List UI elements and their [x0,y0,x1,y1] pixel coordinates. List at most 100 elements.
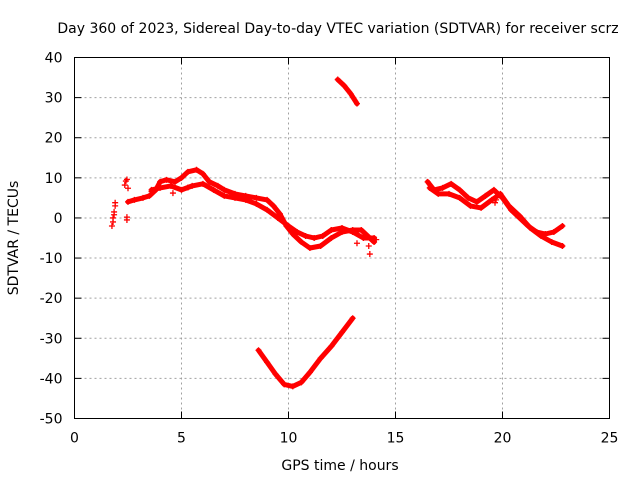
data-point [242,196,249,203]
series-track-a-early [125,166,378,252]
data-point [550,228,557,235]
data-point [193,166,200,173]
data-point [527,224,534,231]
data-point [276,210,283,217]
data-point [328,343,335,350]
data-point [294,228,301,235]
y-axis-label: SDTVAR / TECUs [6,181,22,296]
x-axis-label: GPS time / hours [281,458,398,474]
y-tick-label: 10 [45,171,63,187]
data-point [353,100,360,107]
data-point [482,192,489,199]
data-point [184,168,191,175]
series-band [149,181,377,241]
data-point [169,190,176,197]
data-point [163,176,170,183]
data-point [317,243,324,250]
data-layer [108,76,566,390]
data-point [358,226,365,233]
data-point [148,188,155,195]
series-track-c-high [334,76,360,107]
data-point [559,243,566,250]
data-point [206,178,213,185]
data-point [253,194,260,201]
y-tick-label: -40 [40,371,63,387]
data-point [199,180,206,187]
data-point [538,232,545,239]
data-point [328,226,335,233]
axes-ticks: 0 5 10 15 20 25 -50 -40 -30 -20 -10 0 10 20 30 40 [40,51,619,447]
data-point [157,184,164,191]
plot-frame [74,57,610,419]
data-point [311,235,318,241]
data-point [360,235,367,241]
data-point [349,315,356,322]
y-tick-label: 20 [45,131,63,147]
data-point [435,190,442,197]
data-point [339,224,345,231]
x-tick-label: 20 [494,431,512,447]
data-point [465,194,472,201]
data-point [112,199,119,206]
data-point [274,214,281,221]
y-tick-label: -10 [40,251,63,267]
data-point [373,236,380,243]
data-point [439,184,446,191]
data-point [456,194,463,201]
x-tick-label: 25 [601,431,619,447]
data-point [298,239,305,246]
data-point [189,182,196,189]
x-tick-label: 5 [177,431,186,447]
data-point [347,90,354,97]
data-point [456,186,463,193]
data-point [184,184,191,191]
data-point [467,202,474,209]
data-point [253,200,260,207]
data-point [328,235,335,241]
data-point [490,186,497,193]
data-point [353,240,360,247]
data-point [548,239,555,246]
series-band [256,315,356,389]
data-point [424,178,431,185]
data-point [264,196,271,203]
data-point [232,194,238,201]
data-point [559,222,566,229]
data-point [111,211,118,218]
data-point [121,182,128,189]
data-point [298,379,305,386]
data-point [199,170,206,177]
data-point [493,196,500,203]
data-point [446,190,452,197]
data-point [302,232,309,239]
series-band [335,77,360,107]
data-point [349,228,356,235]
data-point [131,196,138,203]
series-track-d-low [255,315,356,390]
y-tick-label: 30 [45,91,63,107]
x-tick-label: 10 [280,431,298,447]
data-point [478,204,485,211]
data-point [289,383,296,390]
data-point [123,176,130,183]
data-point [341,82,348,89]
data-point [221,186,228,193]
grid [74,57,610,419]
y-tick-label: -20 [40,291,63,307]
y-tick-label: -50 [40,412,63,428]
y-tick-label: 0 [54,211,63,227]
data-point [123,216,130,223]
data-point [255,347,262,354]
data-point [306,245,313,252]
data-point [264,206,271,213]
data-point [281,381,288,388]
data-point [497,190,504,197]
data-point [108,222,115,229]
data-point [110,218,117,225]
data-point [306,369,313,376]
data-point [492,199,499,206]
data-point [319,232,326,239]
data-point [334,76,341,83]
data-point [125,185,131,192]
